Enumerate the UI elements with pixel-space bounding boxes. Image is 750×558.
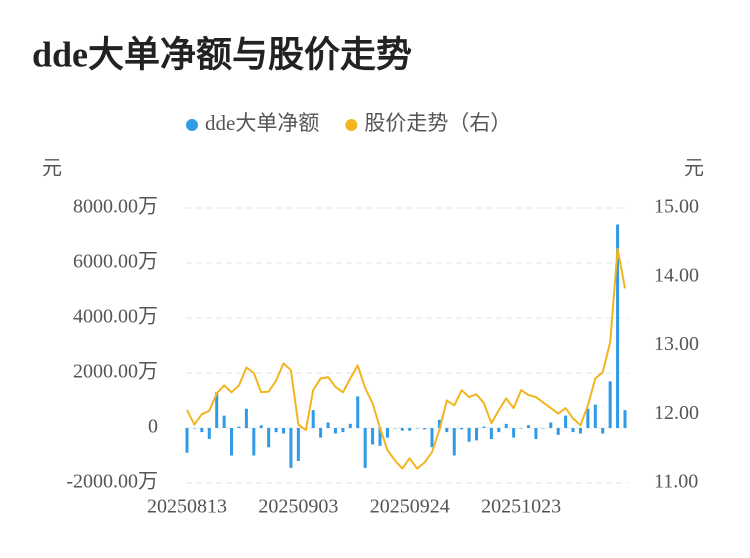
bar: [371, 428, 375, 445]
bar: [252, 428, 256, 456]
bar: [215, 392, 219, 428]
y-axis-unit: 元: [42, 158, 62, 180]
bar: [601, 428, 605, 434]
legend-label: dde大单净额: [205, 111, 319, 135]
bar: [571, 428, 575, 433]
bar: [356, 396, 360, 428]
bar: [207, 428, 211, 439]
bar: [348, 423, 352, 428]
bar: [541, 428, 545, 429]
bar: [623, 410, 627, 428]
bar: [452, 428, 456, 456]
legend-marker: [345, 119, 358, 131]
y2-tick-label: 14.00: [654, 264, 699, 286]
bar: [616, 224, 620, 428]
bar: [192, 428, 196, 429]
bar: [549, 422, 553, 428]
bar: [564, 415, 568, 428]
bar: [408, 428, 412, 431]
y2-axis-unit: 元: [684, 158, 704, 180]
bar: [489, 428, 493, 439]
x-tick-label: 20250903: [258, 496, 338, 518]
price-line: [186, 247, 626, 470]
y-tick-label: 6000.00万: [73, 251, 158, 273]
x-tick-label: 20250813: [147, 496, 227, 518]
bar: [430, 428, 434, 448]
bar: [341, 428, 345, 433]
bar: [556, 428, 560, 435]
y2-tick-label: 11.00: [654, 471, 698, 493]
bar: [519, 428, 523, 429]
bar: [460, 428, 464, 430]
bar: [512, 428, 516, 438]
x-tick-label: 20251023: [481, 496, 561, 518]
bar: [274, 428, 278, 433]
y-tick-label: 8000.00万: [73, 196, 158, 218]
y-tick-label: 0: [148, 416, 158, 438]
bar: [437, 419, 441, 428]
bar: [578, 428, 582, 434]
bar: [319, 428, 323, 438]
bar: [586, 408, 590, 428]
bar: [378, 428, 382, 446]
bar: [363, 428, 367, 468]
bar: [326, 422, 330, 428]
bar: [237, 426, 241, 428]
legend-label: 股价走势（右）: [364, 111, 511, 135]
bar: [482, 426, 486, 428]
bar: [467, 428, 471, 442]
y-tick-label: 2000.00万: [73, 361, 158, 383]
bar: [230, 428, 234, 456]
bar: [185, 428, 189, 453]
bar: [534, 428, 538, 439]
bar: [497, 428, 501, 433]
bar: [504, 423, 508, 428]
bar: [393, 428, 397, 429]
legend-marker: [186, 119, 198, 131]
bar: [593, 404, 597, 428]
bar: [200, 428, 204, 433]
bar: [296, 428, 300, 461]
y-tick-label: -2000.00万: [66, 471, 158, 493]
x-tick-label: 20250924: [370, 496, 450, 518]
bar: [445, 428, 449, 433]
bar: [475, 428, 479, 441]
bar: [333, 428, 337, 434]
bar: [267, 428, 271, 448]
bar: [222, 415, 226, 428]
bar: [244, 408, 248, 428]
bar: [608, 381, 612, 428]
y2-tick-label: 13.00: [654, 333, 699, 355]
bar: [400, 428, 404, 431]
y2-tick-label: 12.00: [654, 402, 699, 424]
y-tick-label: 4000.00万: [73, 306, 158, 328]
bar: [423, 428, 427, 430]
bar: [415, 428, 419, 429]
y2-tick-label: 15.00: [654, 196, 699, 218]
bar: [289, 428, 293, 468]
bar: [311, 410, 315, 428]
bar: [282, 428, 286, 434]
chart-title: dde大单净额与股价走势: [32, 34, 412, 74]
bar: [526, 425, 530, 428]
bar: [259, 425, 263, 428]
bar: [385, 428, 389, 438]
